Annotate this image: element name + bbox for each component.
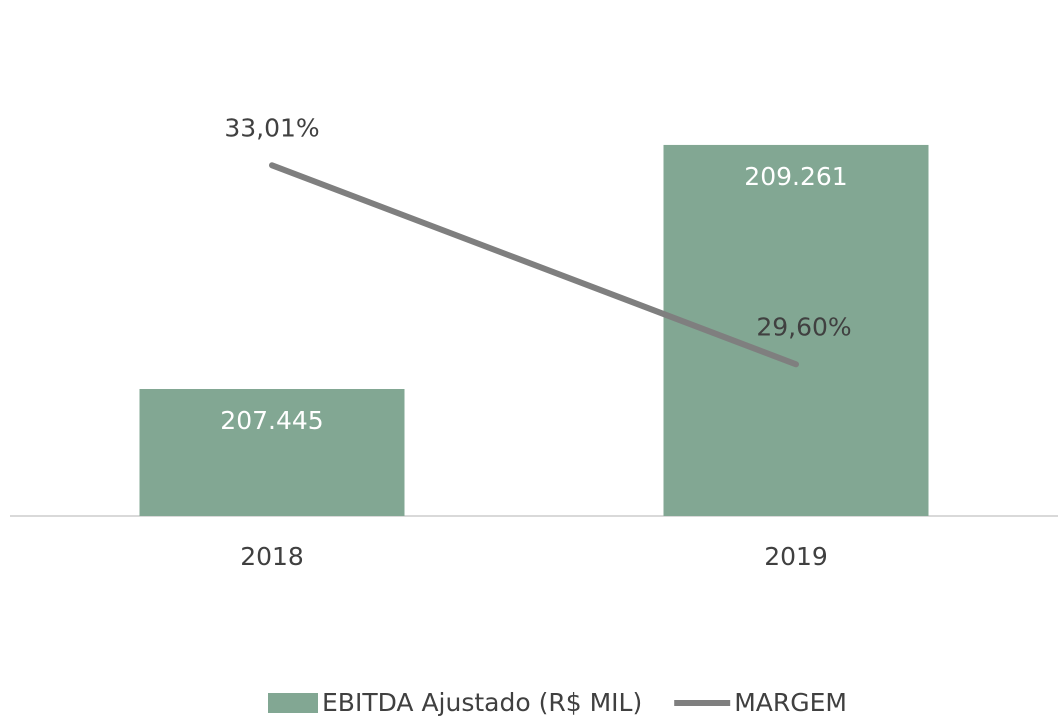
bar bbox=[139, 388, 405, 516]
line-series bbox=[269, 162, 799, 368]
legend-swatch bbox=[268, 693, 318, 713]
x-tick-label: 2019 bbox=[764, 542, 828, 571]
data-label: 209.261 bbox=[744, 162, 847, 191]
data-label: 29,60% bbox=[756, 312, 851, 341]
x-tick-label: 2018 bbox=[240, 542, 304, 571]
legend-label: EBITDA Ajustado (R$ MIL) bbox=[322, 688, 642, 717]
legend-label: MARGEM bbox=[734, 688, 847, 717]
data-label: 207.445 bbox=[220, 406, 323, 435]
data-label: 33,01% bbox=[224, 113, 319, 142]
